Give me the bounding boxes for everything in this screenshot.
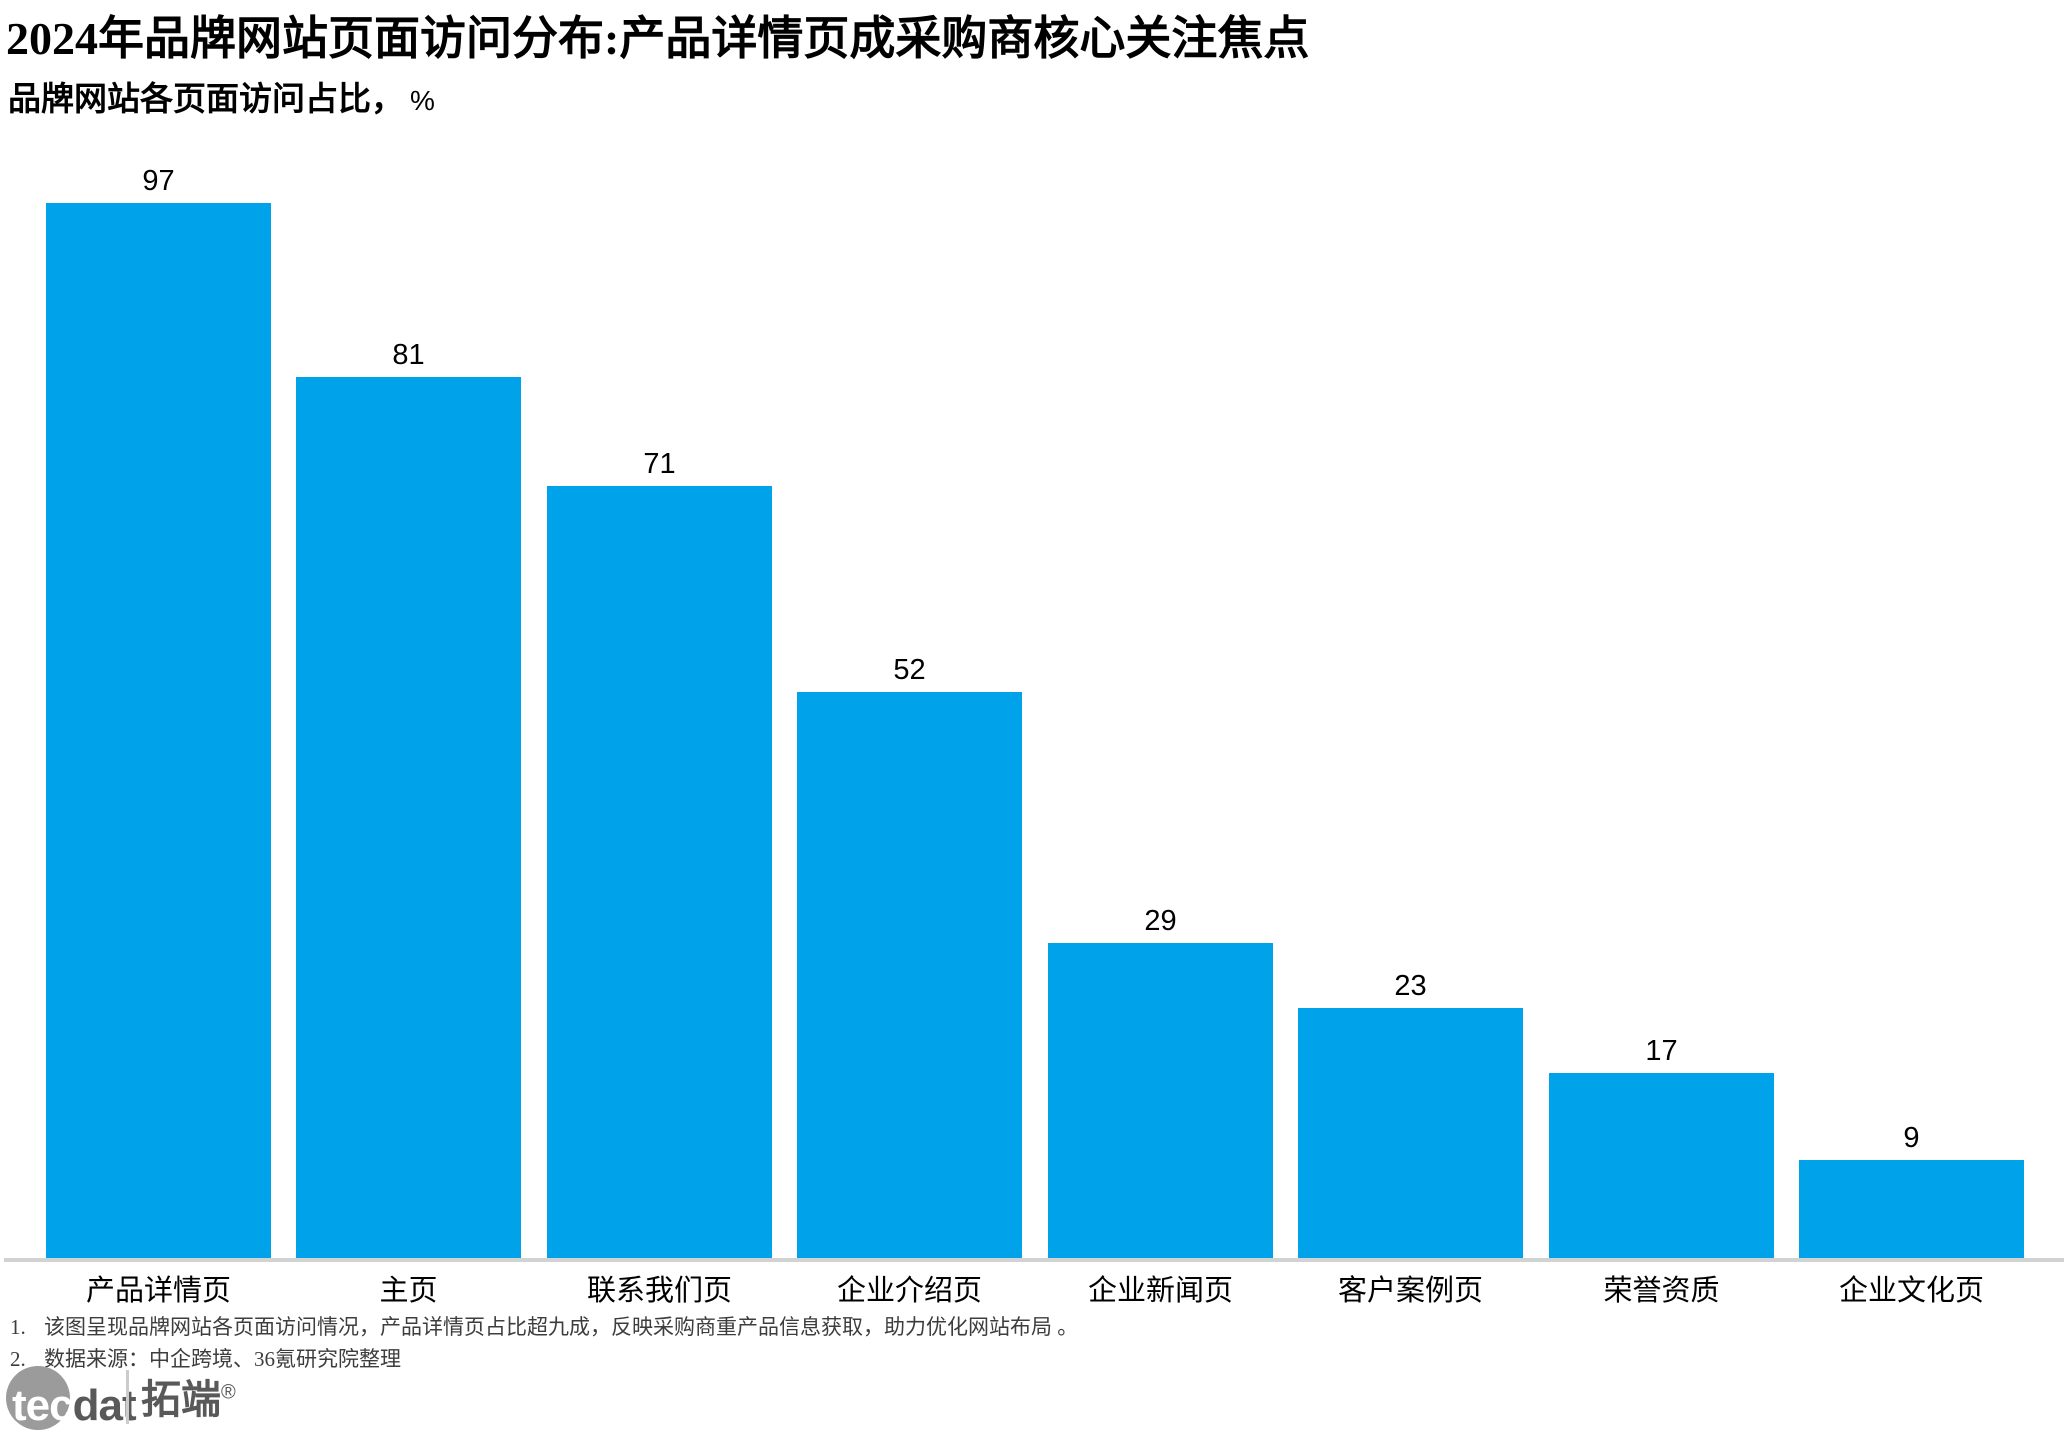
x-axis-label: 企业文化页 [1838, 1275, 1984, 1307]
registered-trademark-icon: ® [221, 1381, 236, 1404]
logo-cjk-name: 拓端® [141, 1380, 236, 1420]
logo-divider [126, 1370, 129, 1424]
bar [1549, 1073, 1774, 1258]
bar [1048, 943, 1273, 1258]
chart-title: 2024年品牌网站页面访问分布:产品详情页成采购商核心关注焦点 [6, 13, 1310, 64]
footnote-text: 该图呈现品牌网站各页面访问情况，产品详情页占比超九成，反映采购商重产品信息获取，… [44, 1315, 1079, 1339]
bar [1799, 1160, 2024, 1258]
chart-subtitle: 品牌网站各页面访问占比，% [8, 72, 435, 120]
x-axis-label: 产品详情页 [85, 1275, 231, 1307]
footnote-text: 数据来源：中企跨境、36氪研究院整理 [44, 1347, 401, 1371]
x-axis-label: 荣誉资质 [1603, 1275, 1720, 1307]
logo-wordmark: tecdat [12, 1381, 137, 1430]
logo-circle-icon [6, 1366, 70, 1430]
footnote-2: 2. 数据来源：中企跨境、36氪研究院整理 [10, 1343, 401, 1373]
bar-value-label: 23 [1394, 970, 1427, 1002]
bar-value-label: 52 [893, 654, 926, 686]
subtitle-text: 品牌网站各页面访问占比， [8, 82, 404, 118]
bar-value-label: 97 [142, 165, 175, 197]
bar [797, 692, 1022, 1258]
x-axis-label: 企业新闻页 [1087, 1275, 1233, 1307]
bar-value-label: 81 [392, 339, 425, 371]
x-axis-label: 客户案例页 [1337, 1275, 1483, 1307]
footnote-number: 1. [10, 1315, 26, 1339]
logo-word-dark: dat [72, 1381, 137, 1430]
subtitle-unit-label: % [410, 85, 435, 116]
x-axis-line [4, 1258, 2064, 1262]
tecdat-logo: tecdat 拓端® [0, 1360, 400, 1442]
bar-value-label: 29 [1144, 905, 1177, 937]
bar [296, 377, 521, 1258]
bar-value-label: 71 [643, 448, 676, 480]
footnote-number: 2. [10, 1347, 26, 1371]
bar [547, 486, 772, 1258]
x-axis-label: 企业介绍页 [836, 1275, 982, 1307]
x-axis-label: 联系我们页 [586, 1275, 732, 1307]
x-axis-label: 主页 [379, 1275, 438, 1307]
logo-word-light: tec [12, 1381, 74, 1430]
bar-value-label: 17 [1645, 1035, 1678, 1067]
bar [1298, 1008, 1523, 1258]
footnote-1: 1. 该图呈现品牌网站各页面访问情况，产品详情页占比超九成，反映采购商重产品信息获… [10, 1311, 1078, 1341]
logo-cjk-text: 拓端 [141, 1378, 221, 1422]
bar-value-label: 9 [1903, 1122, 1920, 1154]
bar [46, 203, 271, 1258]
